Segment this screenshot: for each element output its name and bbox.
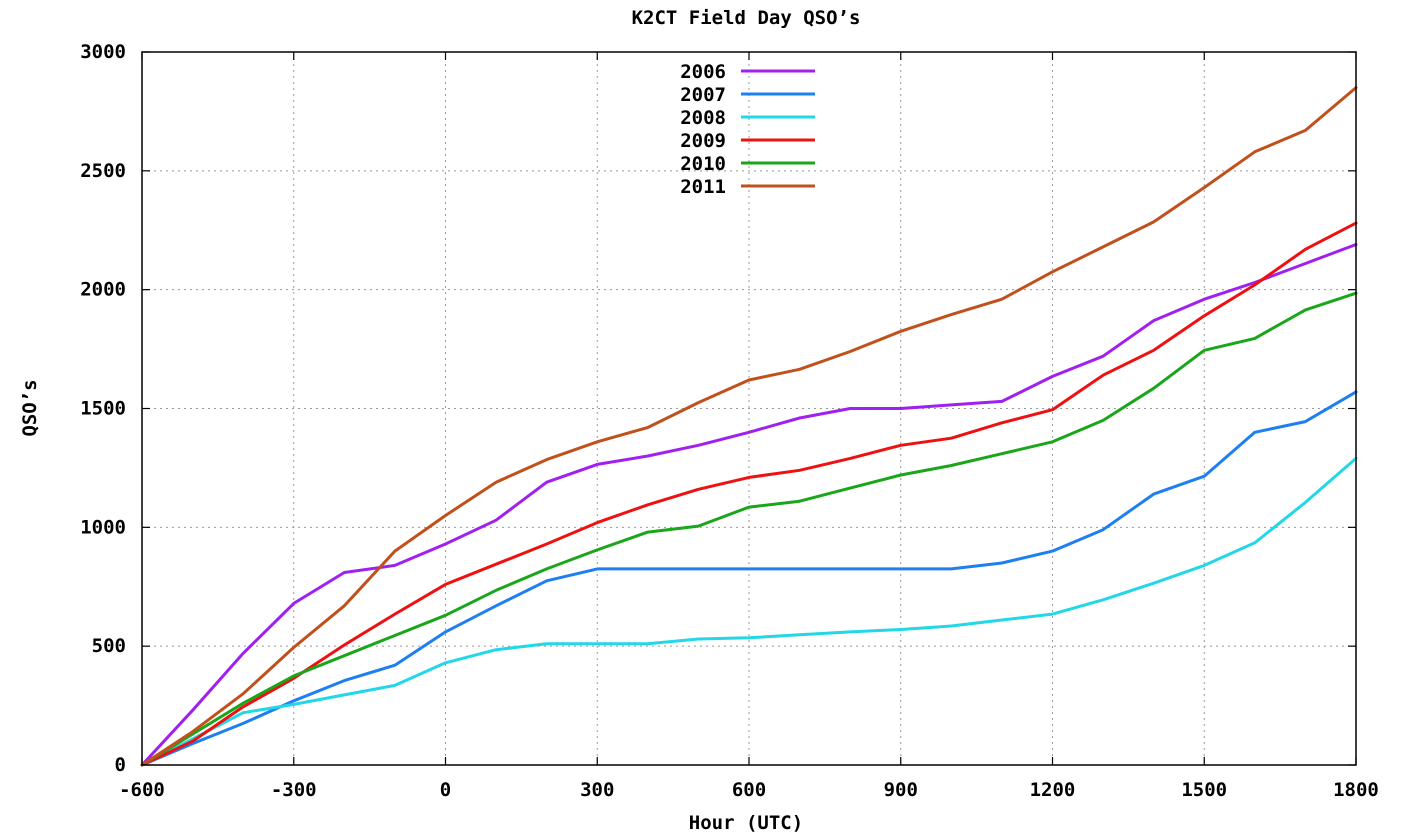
legend-label-2006: 2006 [680, 61, 726, 83]
y-tick-label: 2500 [80, 160, 126, 182]
y-tick-label: 1000 [80, 516, 126, 538]
x-tick-label: -300 [271, 779, 317, 801]
x-tick-label: -600 [119, 779, 165, 801]
x-tick-label: 300 [580, 779, 614, 801]
legend-label-2009: 2009 [680, 130, 726, 152]
legend-label-2010: 2010 [680, 153, 726, 175]
x-tick-labels: -600 -300 0 300 600 900 1200 1500 1800 [119, 779, 1379, 801]
x-tick-label: 0 [440, 779, 451, 801]
x-tick-label: 600 [732, 779, 766, 801]
x-tick-label: 900 [884, 779, 918, 801]
chart-title: K2CT Field Day QSO’s [632, 7, 861, 29]
legend-label-2008: 2008 [680, 107, 726, 129]
series-line-2006 [140, 243, 1358, 767]
x-tick-label: 1800 [1333, 779, 1379, 801]
y-tick-label: 500 [92, 635, 126, 657]
x-axis-title: Hour (UTC) [689, 812, 803, 832]
legend-label-2007: 2007 [680, 84, 726, 106]
series-lines [140, 86, 1358, 767]
y-tick-label: 0 [115, 754, 126, 776]
x-tick-label: 1200 [1030, 779, 1076, 801]
series-line-2011 [140, 86, 1358, 767]
y-tick-labels: 0 500 1000 1500 2000 2500 3000 [80, 41, 126, 776]
y-tick-label: 3000 [80, 41, 126, 63]
series-line-2007 [140, 390, 1358, 767]
y-axis-title: QSO’s [19, 379, 41, 436]
axis-ticks [141, 51, 1357, 766]
legend-label-2011: 2011 [680, 176, 726, 198]
y-tick-label: 1500 [80, 398, 126, 420]
series-line-2010 [140, 291, 1358, 767]
x-tick-label: 1500 [1181, 779, 1227, 801]
series-line-2009 [140, 221, 1358, 767]
y-tick-label: 2000 [80, 279, 126, 301]
series-line-2008 [140, 456, 1358, 767]
